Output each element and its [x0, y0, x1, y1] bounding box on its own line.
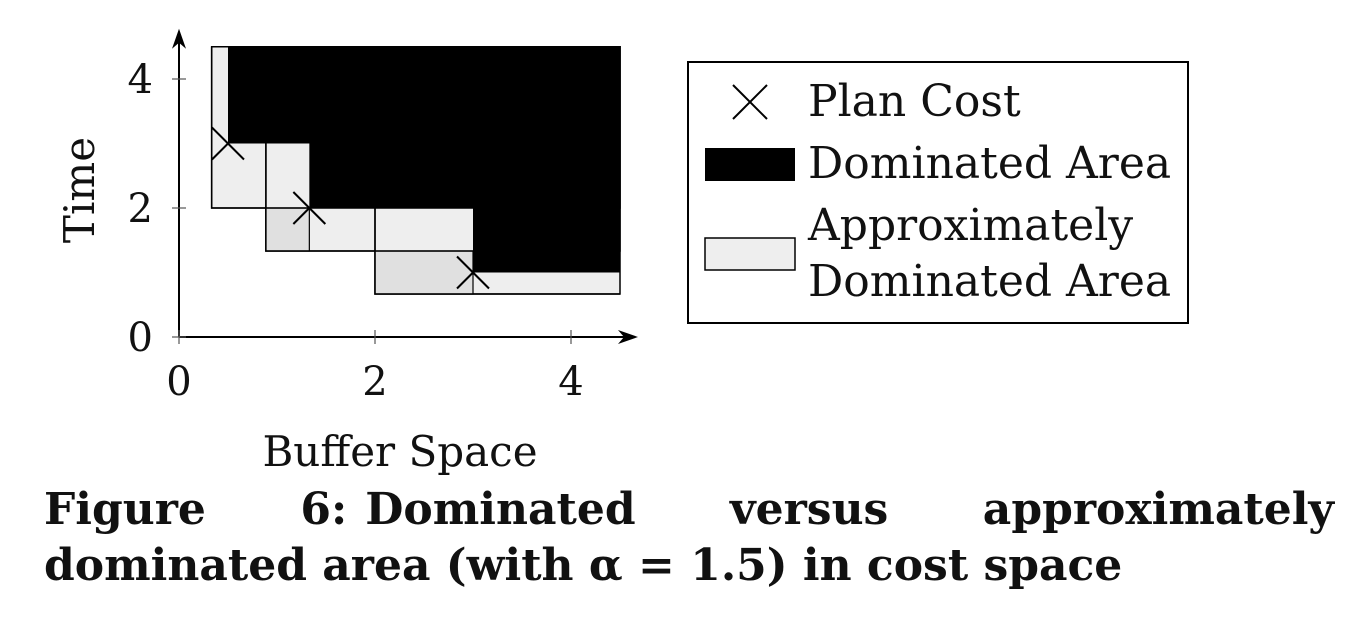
plan-cost-marker-2 [292, 191, 327, 225]
x-tick-label-0: 0 [166, 359, 191, 405]
legend-black-box-icon [705, 148, 795, 181]
plan-cost-marker-3 [456, 255, 490, 290]
figure-caption: Figure 6: Dominated versus approximately … [44, 482, 1334, 594]
plan-cost-marker-1 [211, 126, 245, 161]
dominated-area-3 [473, 46, 620, 273]
x-tick-label-1: 2 [362, 359, 387, 405]
caption-label: Figure 6: [44, 484, 348, 535]
caption-text: Dominated versus approximately dominated… [44, 484, 1334, 591]
axes: 0 2 4 0 2 4 Buffer Space Time [55, 28, 638, 476]
plot-area [210, 46, 621, 295]
y-axis-arrow [172, 28, 186, 49]
y-axis-label: Time [55, 137, 104, 243]
legend-entry-dominated: Dominated Area [705, 138, 1171, 189]
legend-label-plan-cost: Plan Cost [808, 76, 1021, 127]
legend-label-approx-line2: Dominated Area [808, 256, 1171, 307]
y-tick-label-2: 4 [128, 57, 153, 103]
legend-label-dominated: Dominated Area [808, 138, 1171, 189]
legend-label-approx-line1: Approximately [807, 200, 1133, 251]
legend-entry-plan-cost: Plan Cost [732, 76, 1021, 127]
x-tick-label-2: 4 [558, 359, 583, 405]
x-axis-label: Buffer Space [262, 427, 537, 476]
y-tick-label-1: 2 [128, 186, 153, 232]
legend-gray-box-icon [704, 237, 796, 271]
legend-box [687, 61, 1189, 324]
x-axis-arrow [618, 330, 638, 344]
chart: 0 2 4 0 2 4 Buffer Space Time Plan Cost Dominate… [55, 28, 1189, 476]
y-tick-label-0: 0 [128, 315, 153, 361]
